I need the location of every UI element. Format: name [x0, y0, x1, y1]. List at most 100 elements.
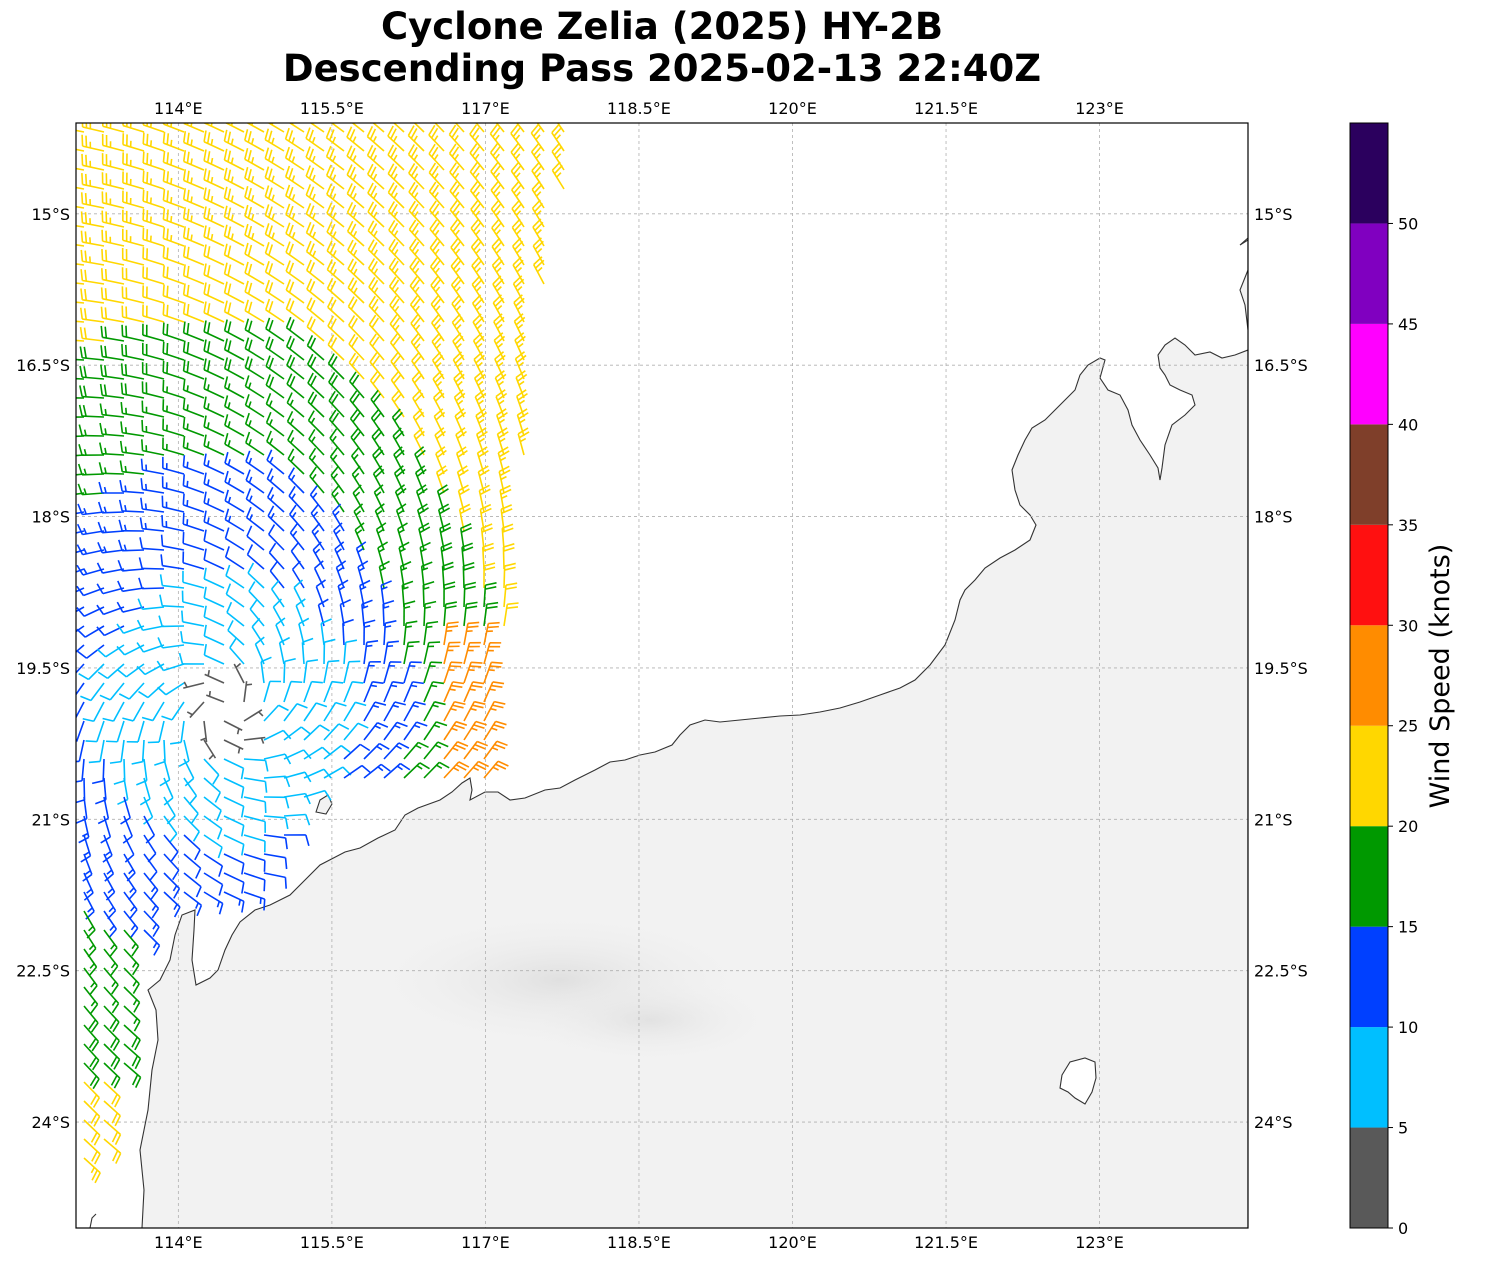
wind-barb — [367, 201, 385, 228]
wind-barb — [83, 948, 98, 977]
colorbar-label: Wind Speed (knots) — [1425, 543, 1456, 809]
wind-barb — [180, 631, 205, 646]
wind-barb — [183, 853, 202, 879]
wind-barb — [182, 283, 205, 304]
wind-barb — [355, 541, 367, 570]
wind-barb — [163, 891, 181, 918]
wind-barb — [79, 385, 105, 399]
wind-barb — [309, 485, 325, 513]
wind-barb — [203, 415, 225, 437]
wind-barb — [303, 746, 332, 760]
wind-barb — [443, 741, 469, 760]
wind-barb — [330, 465, 345, 494]
wind-barb — [287, 467, 305, 494]
wind-barb — [160, 554, 185, 570]
graticule — [76, 123, 1248, 1228]
wind-barb — [103, 1043, 121, 1070]
wind-barb — [121, 286, 145, 304]
wind-barb — [284, 165, 305, 190]
wind-barb — [76, 663, 85, 674]
colorbar-bin — [1350, 826, 1388, 927]
wind-barb — [170, 720, 185, 745]
wind-barb — [408, 181, 425, 209]
wind-barb — [245, 469, 265, 494]
wind-barb — [289, 504, 305, 532]
wind-barb — [244, 129, 265, 152]
wind-barb — [387, 182, 405, 209]
wind-barb — [551, 123, 565, 152]
wind-barb — [203, 834, 223, 859]
wind-barb — [162, 418, 185, 437]
wind-barb — [79, 327, 105, 342]
wind-barb — [463, 621, 480, 646]
wind-barb — [285, 279, 305, 304]
wind-barb — [284, 127, 305, 152]
wind-barb — [178, 652, 205, 665]
wind-barb — [121, 248, 145, 266]
wind-barb — [328, 409, 345, 437]
wind-barb — [123, 1005, 141, 1032]
wind-barb — [229, 638, 245, 665]
wind-barb — [327, 315, 345, 342]
wind-barb — [490, 161, 505, 190]
wind-barb — [351, 465, 365, 494]
wind-barb — [76, 625, 105, 638]
wind-barb — [203, 301, 225, 323]
wind-barb — [483, 681, 505, 703]
wind-barb — [366, 144, 385, 171]
colorbar-bin — [1350, 625, 1388, 726]
wind-barb — [203, 320, 225, 342]
wind-barb — [272, 598, 285, 627]
wind-barb — [203, 739, 217, 760]
wind-barb — [162, 169, 185, 190]
wind-barb — [443, 581, 456, 608]
wind-barb — [162, 265, 185, 285]
wind-barb — [123, 967, 140, 994]
wind-barb — [224, 414, 245, 437]
wind-barb — [80, 288, 105, 304]
wind-barb — [120, 382, 145, 399]
wind-barb — [348, 352, 365, 380]
wind-barb — [77, 483, 105, 496]
wind-barb — [383, 681, 404, 703]
wind-barb — [101, 210, 125, 228]
wind-barb — [475, 408, 488, 437]
lon-tick-label: 120°E — [768, 99, 817, 118]
wind-barb — [76, 301, 85, 304]
lon-tick-label: 121.5°E — [914, 1233, 978, 1252]
wind-barb — [76, 777, 86, 804]
wind-barb — [117, 559, 145, 572]
wind-barb — [286, 354, 305, 380]
wind-barb — [428, 124, 445, 152]
wind-barb — [286, 373, 305, 399]
wind-barb — [223, 720, 243, 735]
wind-barb — [223, 891, 245, 913]
wind-barb — [347, 277, 365, 304]
wind-barb — [83, 1005, 99, 1033]
colorbar-frame — [1349, 122, 1389, 1229]
wind-barb — [265, 317, 285, 342]
wind-barb — [183, 872, 202, 898]
wind-barb — [98, 481, 125, 494]
wind-barb — [186, 701, 205, 719]
wind-barb — [76, 186, 85, 190]
map-title-line1: Cyclone Zelia (2025) HY-2B — [380, 5, 944, 48]
wind-barb — [510, 161, 525, 190]
wind-barb — [161, 701, 185, 721]
wind-barb — [99, 422, 125, 437]
wind-barb — [435, 446, 447, 475]
wind-barb — [100, 325, 125, 342]
wind-barb — [123, 1024, 141, 1051]
wind-barb — [293, 579, 305, 608]
wind-barb — [328, 372, 345, 399]
wind-barb — [326, 259, 345, 285]
wind-barb — [101, 248, 125, 266]
wind-barb — [182, 207, 205, 228]
wind-barb — [325, 126, 345, 152]
wind-barb — [78, 404, 105, 418]
colorbar-tick-label: 45 — [1398, 315, 1418, 334]
wind-barb — [162, 341, 185, 361]
wind-barb — [203, 758, 220, 785]
wind-barb — [119, 479, 145, 494]
wind-barb — [103, 1005, 120, 1033]
